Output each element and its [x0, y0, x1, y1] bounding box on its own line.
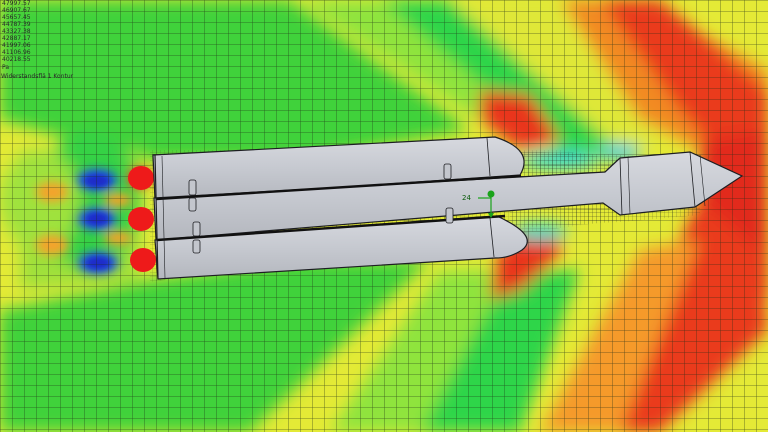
- legend-value: 41997.06: [2, 42, 31, 49]
- legend-value: 47997.57: [2, 0, 31, 7]
- legend-value: 41106.96: [2, 49, 31, 56]
- legend-value: 44787.39: [2, 21, 31, 28]
- pressure-legend: 47997.57 46907.67 45657.45 44787.39 4332…: [0, 0, 74, 80]
- nozzle-top: [128, 166, 154, 190]
- booster-bottom: [154, 215, 528, 280]
- legend-value: 45657.45: [2, 14, 31, 21]
- legend-value: 43327.38: [2, 28, 31, 35]
- legend-plot-name: Widerstandsflä 1 Kontur: [1, 73, 74, 80]
- nozzle-center: [128, 207, 154, 231]
- legend-unit: Pa: [2, 64, 10, 71]
- coordinate-triad-icon: [478, 190, 495, 218]
- rocket-model: [128, 136, 744, 280]
- legend-value: 42887.17: [2, 35, 31, 42]
- nozzle-bottom: [130, 248, 156, 272]
- legend-value: 46907.67: [2, 7, 31, 14]
- triad-label: 24: [462, 194, 471, 202]
- core-stage: [153, 151, 744, 241]
- legend-value: 40218.55: [2, 56, 31, 63]
